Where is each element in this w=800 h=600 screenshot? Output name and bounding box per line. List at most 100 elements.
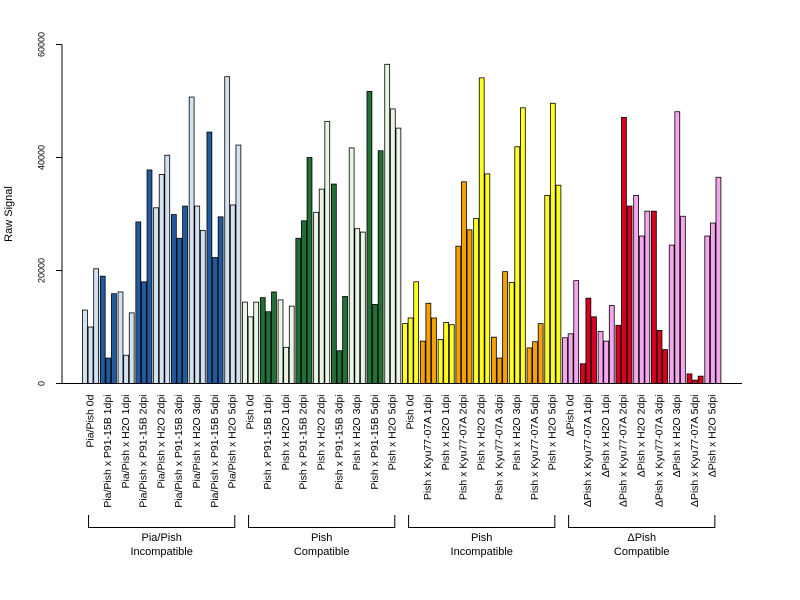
bar <box>478 77 485 384</box>
x-tick-label: Pia/Pish x P91-15B 3dpi <box>173 395 185 508</box>
bar <box>158 174 165 384</box>
bar <box>484 173 491 384</box>
bar <box>603 340 610 384</box>
bar <box>372 303 378 384</box>
x-tick-label: Pish x H2O 3dpi <box>351 395 363 471</box>
bars-layer <box>82 63 722 384</box>
bar <box>555 184 562 384</box>
bar <box>651 210 657 384</box>
bar <box>608 305 615 384</box>
x-tick-label: Pia/Pish x P91-15B 2dpi <box>138 395 150 508</box>
y-axis: 0 20000 40000 60000 <box>36 32 63 386</box>
bar <box>407 317 414 384</box>
bar <box>473 218 479 384</box>
bar <box>680 215 686 384</box>
x-tick-label: Pish x H2O 1dpi <box>440 395 452 471</box>
bar <box>82 309 88 384</box>
bar <box>170 214 177 384</box>
bar <box>384 63 391 384</box>
bar <box>366 90 373 384</box>
bar <box>562 337 568 384</box>
bar <box>123 354 129 384</box>
x-tick-label: Pish 0d <box>404 394 416 429</box>
bar <box>283 346 289 384</box>
bar <box>331 183 337 384</box>
bar <box>313 211 319 384</box>
bar <box>288 305 295 384</box>
x-tick-label: ΔPish x H2O 1dpi <box>600 395 612 478</box>
bar <box>526 347 533 384</box>
bar <box>662 349 668 384</box>
bar <box>496 357 503 384</box>
bar <box>389 108 396 384</box>
bar <box>437 339 444 384</box>
bar <box>194 205 201 384</box>
group-label-line1: Pish <box>311 532 332 544</box>
bar <box>466 229 473 384</box>
bar <box>141 281 147 384</box>
bar <box>359 231 366 384</box>
bar <box>615 324 622 384</box>
bar <box>520 107 526 384</box>
group-label-line2: Compatible <box>294 546 350 558</box>
bar <box>295 237 302 384</box>
bar <box>182 205 188 384</box>
x-tick-label: Pish 0d <box>244 394 256 429</box>
bar <box>579 363 586 384</box>
bar <box>259 297 266 384</box>
bar <box>301 220 307 384</box>
x-tick-label: Pia/Pish x P91-15B 5dpi <box>209 395 221 508</box>
bar <box>508 281 515 384</box>
x-tick-label: Pish x P91-15B 1dpi <box>262 395 274 490</box>
bar <box>188 96 195 384</box>
bar <box>448 324 455 384</box>
bar <box>443 322 450 384</box>
y-tick-label: 20000 <box>36 258 46 283</box>
x-tick-label: Pia/Pish x P91-15B 1dpi <box>102 395 114 508</box>
x-tick-label: ΔPish x H2O 3dpi <box>671 395 683 478</box>
x-tick-label: ΔPish x Kyu77-07A 5dpi <box>689 395 701 508</box>
bar <box>461 181 467 384</box>
bar <box>549 102 556 384</box>
bar <box>567 333 574 384</box>
bar <box>342 296 348 384</box>
bar <box>87 326 94 384</box>
bar <box>242 301 248 384</box>
bar <box>206 131 213 384</box>
bar <box>597 331 604 384</box>
bar <box>271 291 277 384</box>
bar <box>99 275 106 384</box>
bar <box>199 229 206 384</box>
bar <box>111 293 117 384</box>
bar <box>514 146 521 384</box>
bar <box>455 245 462 384</box>
x-tick-label: Pia/Pish 0d <box>84 394 96 447</box>
group-label-line2: Incompatible <box>130 546 192 558</box>
bar <box>644 210 651 384</box>
bar <box>253 301 260 384</box>
group-bracket <box>408 515 556 528</box>
x-tick-label: ΔPish 0d <box>564 394 576 436</box>
bar <box>491 336 497 384</box>
group-label-line2: Compatible <box>614 546 670 558</box>
bar <box>668 244 675 384</box>
bar <box>117 291 124 384</box>
group-bracket <box>568 515 716 528</box>
y-tick-label: 60000 <box>36 32 46 57</box>
x-tick-label: Pia/Pish x H2O 2dpi <box>155 395 167 489</box>
group-bracket <box>248 515 396 528</box>
y-tick-label: 40000 <box>36 145 46 170</box>
bar <box>306 157 313 384</box>
x-tick-label: Pish x H2O 5dpi <box>387 395 399 471</box>
x-tick-label: Pish x P91-15B 3dpi <box>333 395 345 490</box>
bar <box>710 222 716 384</box>
x-tick-label: Pish x P91-15B 2dpi <box>298 395 310 490</box>
bar <box>164 154 171 384</box>
x-tick-label: ΔPish x H2O 2dpi <box>636 395 648 478</box>
group-label-line1: Pia/Pish <box>141 532 181 544</box>
bar <box>633 194 639 384</box>
x-tick-label: Pish x H2O 2dpi <box>315 395 327 471</box>
bar <box>585 297 592 384</box>
bar <box>532 341 538 384</box>
